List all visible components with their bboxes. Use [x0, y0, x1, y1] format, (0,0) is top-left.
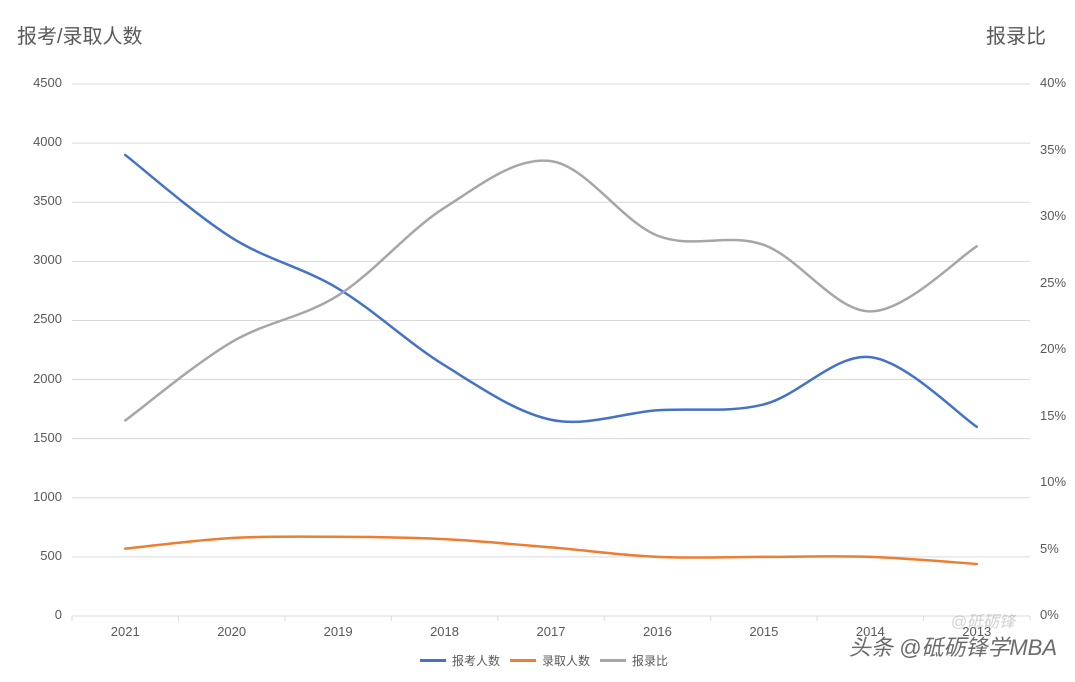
- y-left-tick-label: 4500: [22, 75, 62, 90]
- y-right-tick-label: 15%: [1040, 408, 1066, 423]
- y-left-tick-label: 0: [22, 607, 62, 622]
- y-right-tick-label: 40%: [1040, 75, 1066, 90]
- y-right-tick-label: 20%: [1040, 341, 1066, 356]
- y-left-tick-label: 500: [22, 548, 62, 563]
- y-right-tick-label: 0%: [1040, 607, 1059, 622]
- y-left-tick-label: 3500: [22, 193, 62, 208]
- y-right-tick-label: 5%: [1040, 541, 1059, 556]
- legend-item: 录取人数: [510, 652, 590, 669]
- legend-item: 报录比: [600, 652, 668, 669]
- y-right-tick-label: 35%: [1040, 142, 1066, 157]
- legend-label: 报录比: [632, 652, 668, 669]
- y-left-tick-label: 2000: [22, 371, 62, 386]
- legend-item: 报考人数: [420, 652, 500, 669]
- chart-plot: [0, 0, 1075, 682]
- x-tick-label: 2013: [947, 624, 1007, 639]
- y-right-tick-label: 30%: [1040, 208, 1066, 223]
- x-tick-label: 2018: [415, 624, 475, 639]
- y-left-tick-label: 3000: [22, 252, 62, 267]
- x-tick-label: 2014: [840, 624, 900, 639]
- legend-swatch: [600, 659, 626, 662]
- y-left-tick-label: 1000: [22, 489, 62, 504]
- y-left-tick-label: 1500: [22, 430, 62, 445]
- y-right-tick-label: 25%: [1040, 275, 1066, 290]
- x-tick-label: 2015: [734, 624, 794, 639]
- x-tick-label: 2016: [627, 624, 687, 639]
- series-line-admitted: [125, 537, 977, 564]
- x-tick-label: 2020: [202, 624, 262, 639]
- y-left-tick-label: 2500: [22, 311, 62, 326]
- legend-swatch: [420, 659, 446, 662]
- series-line-applicants: [125, 155, 977, 427]
- legend-swatch: [510, 659, 536, 662]
- x-tick-label: 2019: [308, 624, 368, 639]
- series-line-ratio: [125, 161, 977, 421]
- y-left-tick-label: 4000: [22, 134, 62, 149]
- legend-label: 录取人数: [542, 652, 590, 669]
- x-tick-label: 2017: [521, 624, 581, 639]
- legend-label: 报考人数: [452, 652, 500, 669]
- y-right-tick-label: 10%: [1040, 474, 1066, 489]
- x-tick-label: 2021: [95, 624, 155, 639]
